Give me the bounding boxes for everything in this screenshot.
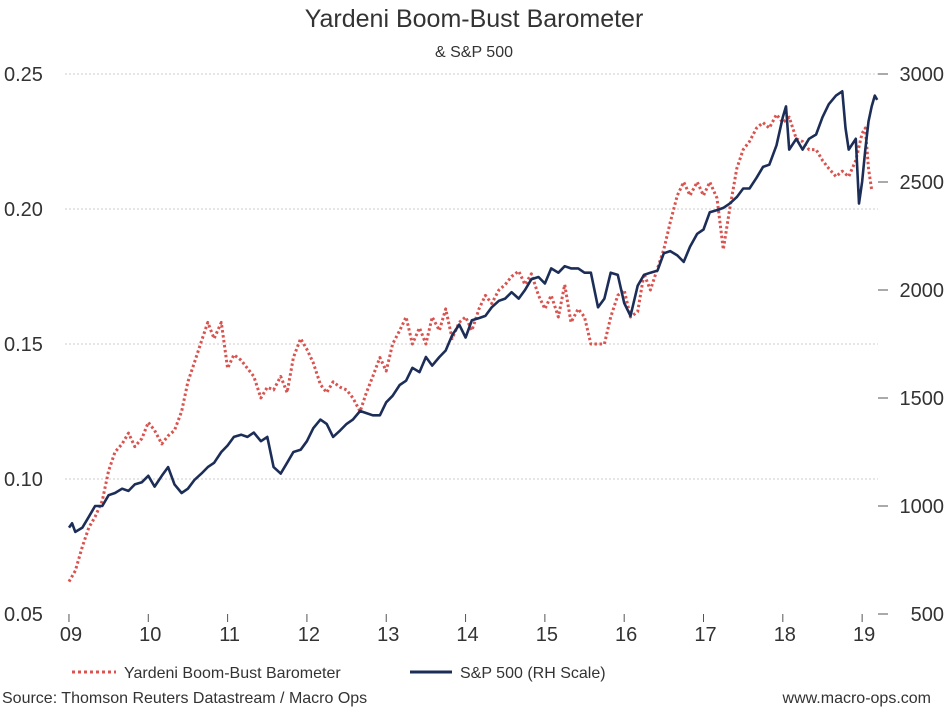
source-note: Source: Thomson Reuters Datastream / Mac…: [2, 690, 367, 707]
right-tick-label: 500: [911, 604, 944, 626]
x-tick-label: 11: [219, 624, 240, 646]
series-line-sp500: [67, 90, 879, 534]
x-axis: 09 10 11 12 13 14 15 16 17 18 19: [60, 614, 875, 646]
right-tick-label: 3000: [900, 64, 945, 86]
legend-label-sp500: S&P 500 (RH Scale): [460, 665, 606, 682]
right-tick-label: 2000: [900, 280, 945, 302]
x-tick-label: 14: [456, 624, 478, 646]
left-tick-label: 0.10: [4, 469, 43, 491]
x-tick-label: 17: [694, 624, 716, 646]
x-tick-label: 10: [139, 624, 161, 646]
chart-subtitle: & S&P 500: [435, 44, 513, 61]
right-axis: 500 1000 1500 2000 2500 3000: [878, 64, 944, 626]
chart-title: Yardeni Boom-Bust Barometer: [305, 5, 644, 33]
left-tick-label: 0.05: [4, 604, 43, 626]
x-tick-label: 16: [615, 624, 637, 646]
website-link: www.macro-ops.com: [782, 690, 931, 707]
left-tick-label: 0.25: [4, 64, 43, 86]
series-layer: [67, 90, 879, 583]
left-tick-label: 0.15: [4, 334, 43, 356]
right-tick-label: 2500: [900, 172, 945, 194]
x-tick-label: 18: [774, 624, 796, 646]
x-tick-label: 09: [60, 624, 82, 646]
x-tick-label: 13: [377, 624, 399, 646]
left-tick-label: 0.20: [4, 199, 43, 221]
x-tick-label: 12: [298, 624, 320, 646]
legend: Yardeni Boom-Bust Barometer S&P 500 (RH …: [72, 665, 606, 682]
x-tick-label: 15: [536, 624, 558, 646]
right-tick-label: 1500: [900, 388, 945, 410]
series-line-barometer: [67, 113, 874, 583]
right-tick-label: 1000: [900, 496, 945, 518]
legend-label-barometer: Yardeni Boom-Bust Barometer: [124, 665, 341, 682]
left-axis: 0.05 0.10 0.15 0.20 0.25: [4, 64, 43, 626]
x-tick-label: 19: [853, 624, 875, 646]
grid-lines: [65, 73, 878, 480]
